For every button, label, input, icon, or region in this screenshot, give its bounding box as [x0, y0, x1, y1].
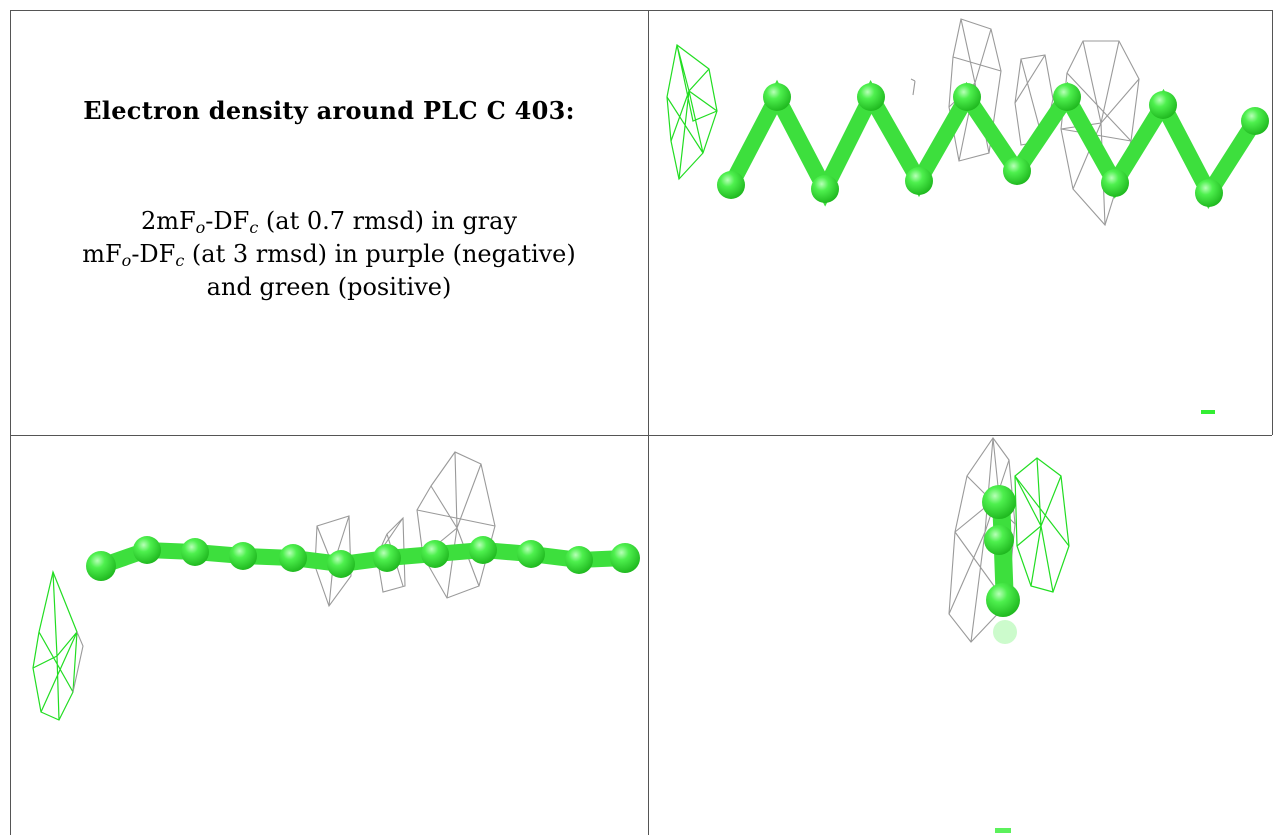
grid-right-border — [1272, 10, 1273, 435]
density-fragment — [1201, 410, 1215, 414]
line1-sub-c: c — [249, 218, 259, 237]
gray-density-fragment — [72, 631, 84, 693]
ligand-bonds — [723, 79, 1263, 209]
line1-mid: -DF — [205, 207, 250, 235]
ligand-view-end-on — [948, 437, 1070, 833]
line2-post: (at 3 rmsd) in purple (negative) — [184, 240, 576, 268]
line2-mid: -DF — [131, 240, 176, 268]
ligand-atoms — [717, 83, 1269, 207]
density-panel-bottom-left — [11, 436, 648, 835]
gray-density-mesh — [314, 451, 496, 608]
caption-line-3: and green (positive) — [206, 273, 452, 301]
positive-density-mesh — [666, 43, 718, 181]
grid-top-border — [10, 10, 1272, 11]
line2-sub-o: o — [121, 251, 132, 270]
caption-body: 2mFo-DFc (at 0.7 rmsd) in gray mFo-DFc (… — [10, 205, 648, 304]
line2-pre: mF — [82, 240, 122, 268]
positive-density-mesh — [1014, 457, 1070, 593]
density-panel-bottom-right — [649, 436, 1272, 835]
line1-pre: 2mF — [140, 207, 196, 235]
line1-sub-o: o — [195, 218, 206, 237]
line1-post: (at 0.7 rmsd) in gray — [258, 207, 518, 235]
grid-left-border — [10, 10, 11, 835]
figure-grid: Electron density around PLC C 403: 2mFo-… — [10, 10, 1273, 835]
caption-line-2: mFo-DFc (at 3 rmsd) in purple (negative) — [10, 238, 648, 271]
ligand-bonds — [93, 541, 633, 574]
caption-cell: Electron density around PLC C 403: 2mFo-… — [10, 10, 648, 435]
ligand-view-front — [32, 451, 640, 721]
density-fragment — [995, 828, 1011, 833]
grid-center-divider — [648, 10, 649, 835]
density-panel-top-right — [649, 11, 1272, 435]
ligand-view-side — [666, 18, 1269, 414]
ligand-atoms — [86, 536, 640, 581]
caption-line-1: 2mFo-DFc (at 0.7 rmsd) in gray — [10, 205, 648, 238]
positive-density-mesh — [32, 570, 78, 721]
caption-title: Electron density around PLC C 403: — [83, 96, 575, 125]
grid-middle-divider — [10, 435, 1272, 436]
ligand-atoms — [982, 485, 1020, 644]
line2-sub-c: c — [175, 251, 185, 270]
